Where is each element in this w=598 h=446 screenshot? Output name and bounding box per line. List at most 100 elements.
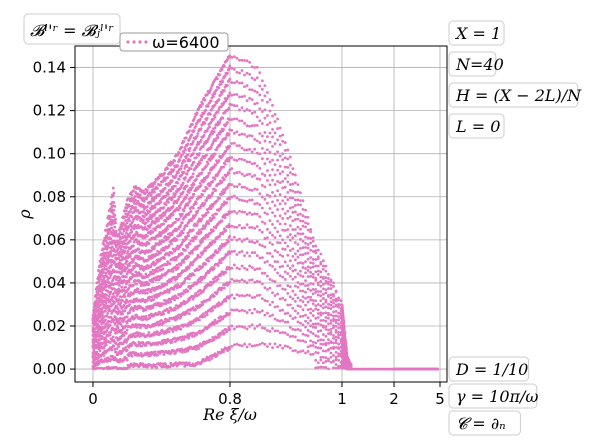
data-point — [240, 185, 244, 189]
data-point — [139, 280, 142, 284]
data-point — [334, 358, 338, 361]
data-point — [238, 81, 241, 85]
data-point — [286, 303, 290, 307]
data-point — [276, 284, 279, 288]
data-point — [304, 225, 307, 229]
data-point — [245, 187, 249, 190]
data-point — [235, 211, 239, 215]
data-point — [184, 136, 188, 140]
data-point — [253, 327, 257, 330]
data-point — [218, 121, 222, 124]
data-point — [311, 302, 315, 306]
data-point — [167, 244, 171, 247]
data-point — [183, 159, 187, 163]
data-point — [102, 321, 106, 325]
data-point — [248, 264, 252, 268]
data-point — [245, 160, 249, 164]
data-point — [319, 290, 323, 293]
data-point — [332, 341, 335, 345]
data-point — [250, 278, 254, 282]
data-point — [311, 292, 315, 296]
data-point — [179, 224, 183, 227]
data-point — [245, 59, 249, 63]
data-point — [240, 226, 244, 230]
data-point — [258, 107, 262, 111]
data-point — [263, 245, 267, 249]
data-point — [288, 171, 292, 174]
data-point — [140, 264, 144, 268]
data-point — [253, 147, 257, 151]
data-point — [276, 208, 279, 211]
data-point — [243, 73, 246, 77]
data-point — [327, 367, 330, 371]
data-point — [118, 298, 121, 302]
data-point — [186, 153, 190, 157]
data-point — [258, 267, 262, 270]
data-point — [250, 150, 254, 154]
data-point — [281, 238, 285, 242]
data-point — [113, 204, 117, 208]
data-point — [263, 286, 267, 290]
data-point — [314, 258, 318, 261]
data-point — [296, 272, 300, 276]
data-point — [311, 322, 315, 326]
data-point — [146, 228, 149, 231]
data-point — [185, 165, 189, 168]
data-point — [314, 290, 318, 294]
data-point — [334, 318, 338, 322]
data-point — [304, 284, 307, 288]
data-point — [102, 315, 106, 319]
data-point — [230, 93, 234, 97]
data-point — [217, 98, 221, 101]
data-point — [283, 141, 287, 144]
data-point — [112, 201, 116, 204]
data-point — [296, 203, 300, 207]
data-point — [329, 330, 333, 334]
data-point — [273, 131, 277, 135]
data-point — [253, 251, 257, 254]
data-point — [291, 211, 295, 214]
data-point — [286, 209, 290, 213]
data-point — [212, 294, 216, 298]
data-point — [288, 188, 292, 192]
data-point — [199, 105, 203, 108]
data-point — [163, 186, 167, 190]
data-point — [171, 269, 175, 273]
data-point — [266, 329, 269, 332]
data-point — [125, 221, 129, 225]
data-point — [268, 231, 272, 235]
data-point — [253, 89, 257, 93]
data-point — [321, 361, 325, 365]
data-point — [117, 256, 121, 260]
data-point — [273, 173, 277, 177]
data-point — [281, 247, 285, 251]
data-point — [319, 355, 323, 359]
data-point — [135, 254, 138, 258]
data-point — [273, 226, 277, 230]
data-point — [306, 275, 310, 279]
data-point — [220, 219, 224, 223]
data-point — [260, 341, 264, 345]
data-point — [194, 235, 198, 239]
data-point — [167, 330, 171, 334]
data-point — [260, 206, 264, 210]
data-point — [159, 251, 163, 255]
data-point — [212, 216, 216, 219]
data-point — [329, 327, 333, 331]
data-point — [111, 335, 115, 339]
data-point — [304, 313, 307, 317]
data-point — [105, 293, 109, 297]
data-point — [334, 335, 338, 339]
data-point — [121, 263, 125, 267]
data-point — [266, 236, 269, 240]
data-point — [253, 227, 257, 230]
data-point — [296, 320, 300, 324]
data-point — [170, 242, 173, 246]
data-point — [271, 255, 274, 258]
data-point — [332, 281, 335, 285]
data-point — [187, 129, 191, 133]
data-point — [309, 295, 313, 299]
data-point — [206, 210, 210, 214]
data-point — [258, 132, 262, 135]
data-point — [314, 358, 318, 362]
